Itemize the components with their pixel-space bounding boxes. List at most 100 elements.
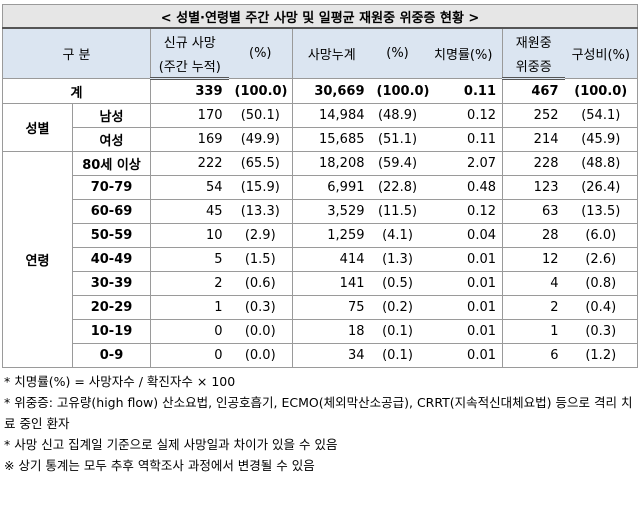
cell: (0.2) [370,295,425,320]
cell: 169 [150,127,229,152]
row-label: 남성 [72,103,151,128]
cell: 0.01 [424,295,503,320]
cell: 14,984 [292,103,371,128]
cell: 0.01 [424,271,503,296]
cell: (1.5) [228,247,293,272]
header-cell: (%) [228,27,293,79]
row: 40-49 5 (1.5) 414 (1.3) 0.01 12 (2.6) [3,247,639,272]
cell: 34 [292,343,371,368]
cell: (0.4) [564,295,639,320]
row-label: 20-29 [72,295,151,320]
cell: 0.11 [424,127,503,152]
cell: 414 [292,247,371,272]
cell: 1 [502,319,565,344]
title: < 성별·연령별 주간 사망 및 일평균 재원중 위중증 현황 > [1,4,639,29]
cell: 339 [150,78,229,104]
cell: 222 [150,151,229,176]
cell: (1.3) [370,247,425,272]
cell: 63 [502,199,565,224]
header-cell: 사망누계 [292,27,371,79]
cell: (2.6) [564,247,639,272]
cell: (65.5) [228,151,293,176]
cell: (2.9) [228,223,293,248]
cell: (100.0) [564,78,639,104]
row-label: 50-59 [72,223,151,248]
cell: 0.01 [424,319,503,344]
cell: 123 [502,175,565,200]
row-label: 70-79 [72,175,151,200]
row: 30-39 2 (0.6) 141 (0.5) 0.01 4 (0.8) [3,271,639,296]
row: 여성 169 (49.9) 15,685 (51.1) 0.11 214 (45.9) [3,127,639,152]
row: 0-9 0 (0.0) 34 (0.1) 0.01 6 (1.2) [3,343,639,368]
cell: (13.3) [228,199,293,224]
cell: (50.1) [228,103,293,128]
header-cell: 치명률(%) [424,27,503,79]
cell: (0.1) [370,319,425,344]
row: 70-79 54 (15.9) 6,991 (22.8) 0.48 123 (26.4) [3,175,639,200]
row: 성별 남성 170 (50.1) 14,984 (48.9) 0.12 252 (54.1) [2,103,639,152]
row-label: 0-9 [72,343,151,368]
cell: (0.1) [370,343,425,368]
cell: (45.9) [564,127,639,152]
cell: (48.8) [564,151,639,176]
cell: (22.8) [370,175,425,200]
cell: 30,669 [292,78,371,104]
cell: 2.07 [424,151,503,176]
cell: 12 [502,247,565,272]
header-cell: 위중증 [502,53,565,80]
cell: (48.9) [370,103,425,128]
cell: (11.5) [370,199,425,224]
cell: (4.1) [370,223,425,248]
row-label: 10-19 [72,319,151,344]
cell: 6 [502,343,565,368]
cell: 15,685 [292,127,371,152]
cell: (0.8) [564,271,639,296]
cell: (59.4) [370,151,425,176]
cell: 252 [502,103,565,128]
cell: 141 [292,271,371,296]
row-label: 계 [2,78,151,104]
group-label: 연령 [2,151,73,368]
cell: 1 [150,295,229,320]
note: * 위중증: 고유량(high flow) 산소요법, 인공호흡기, ECMO(… [4,395,633,431]
page: < 성별·연령별 주간 사망 및 일평균 재원중 위중증 현황 > 구 분 신규… [1,0,639,476]
cell: 0.11 [424,78,503,104]
cell: 2 [502,295,565,320]
header-cell: 재원중 [502,27,565,53]
cell: (49.9) [228,127,293,152]
cell: 1,259 [292,223,371,248]
cell: 54 [150,175,229,200]
cell: (13.5) [564,199,639,224]
cell: 28 [502,223,565,248]
cell: (0.3) [564,319,639,344]
cell: 228 [502,151,565,176]
cell: 5 [150,247,229,272]
row-label: 80세 이상 [72,151,151,176]
cell: 0 [150,343,229,368]
row: 50-59 10 (2.9) 1,259 (4.1) 0.04 28 (6.0) [3,223,639,248]
cell: 18 [292,319,371,344]
cell: 0.01 [424,343,503,368]
cell: (1.2) [564,343,639,368]
cell: (54.1) [564,103,639,128]
cell: (0.3) [228,295,293,320]
header-cell: (%) [370,27,425,79]
cell: (15.9) [228,175,293,200]
row-label: 30-39 [72,271,151,296]
cell: (0.6) [228,271,293,296]
row-label: 60-69 [72,199,151,224]
row-label: 여성 [72,127,151,152]
table: < 성별·연령별 주간 사망 및 일평균 재원중 위중증 현황 > 구 분 신규… [1,4,639,368]
cell: 0.01 [424,247,503,272]
cell: 4 [502,271,565,296]
cell: 467 [502,78,565,104]
cell: (100.0) [370,78,430,104]
header-cell: 구성비(%) [564,27,639,79]
cell: 18,208 [292,151,371,176]
cell: (6.0) [564,223,639,248]
notes: * 치명률(%) = 사망자수 / 확진자수 × 100 * 위중증: 고유량(h… [2,368,639,476]
cell: 0.12 [424,199,503,224]
row-label: 40-49 [72,247,151,272]
cell: 0.48 [424,175,503,200]
note: ※ 상기 통계는 모두 추후 역학조사 과정에서 변경될 수 있음 [4,458,315,473]
